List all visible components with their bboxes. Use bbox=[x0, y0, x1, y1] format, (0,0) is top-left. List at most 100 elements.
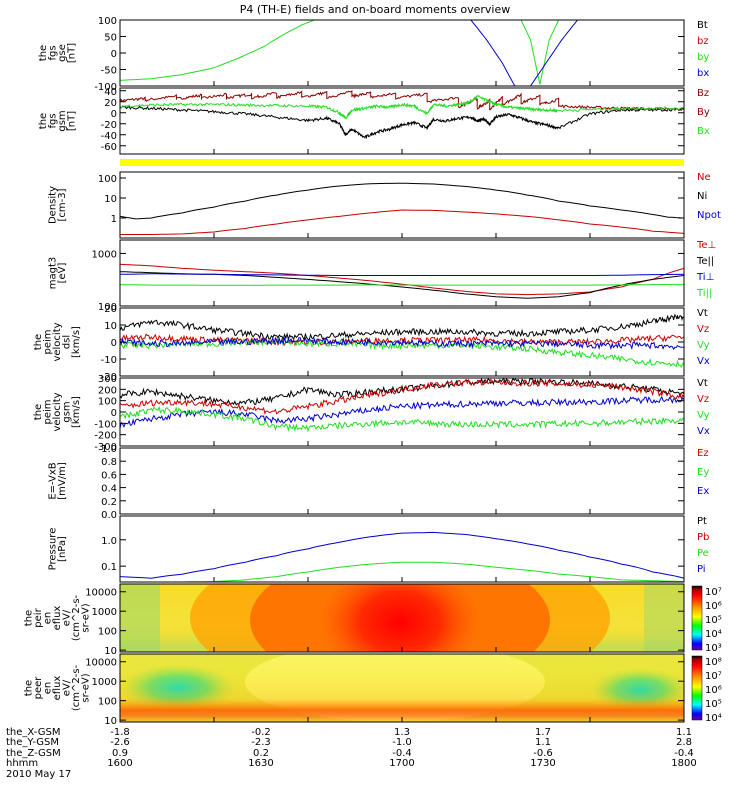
panel-frame bbox=[119, 239, 685, 307]
ephemeris-label: the_Z-GSM bbox=[6, 748, 61, 759]
y-axis-label: the bbox=[24, 610, 35, 626]
series-group-fgs-gse bbox=[120, 20, 578, 86]
y-tick-label: 1 bbox=[111, 214, 117, 225]
y-axis-label: en bbox=[43, 682, 54, 695]
ephemeris-value: -2.6 bbox=[110, 737, 130, 748]
ephemeris-value: -0.6 bbox=[533, 748, 553, 759]
colorbar-tick-label: 10⁶ bbox=[705, 685, 722, 696]
y-tick-label: 300 bbox=[98, 374, 117, 385]
ephemeris-value: 2.8 bbox=[676, 737, 692, 748]
y-axis-label: the bbox=[33, 334, 44, 350]
series-line bbox=[120, 378, 684, 406]
legend-entry: Ez bbox=[697, 448, 709, 459]
y-tick-label: 50 bbox=[104, 33, 117, 44]
series-group-density bbox=[120, 182, 684, 235]
y-tick-label: -20 bbox=[101, 120, 117, 131]
date-label: 2010 May 17 bbox=[6, 769, 71, 780]
ephemeris-value: 0.2 bbox=[253, 748, 269, 759]
y-tick-label: 100 bbox=[98, 302, 117, 313]
series-group-peim-dsl bbox=[120, 313, 684, 369]
series-line bbox=[120, 405, 684, 433]
panel-frame bbox=[119, 447, 685, 515]
legend-entry: Ni bbox=[697, 191, 707, 202]
y-axis-label: (cm^2-s- bbox=[71, 594, 82, 641]
panel-pressure: 1.0 0.1 Pressure[nPa] Pt Pb Pe Pi bbox=[47, 515, 709, 583]
y-axis-label: [km/s] bbox=[71, 326, 82, 358]
legend-entry: Vx bbox=[697, 426, 710, 437]
y-tick-label: 0.4 bbox=[101, 484, 117, 495]
y-tick-label: 100 bbox=[98, 16, 117, 27]
series-line bbox=[120, 336, 684, 351]
y-axis-label: peim bbox=[43, 329, 54, 354]
series-line bbox=[120, 263, 684, 296]
y-tick-label: 0 bbox=[111, 49, 117, 60]
y-tick-label: 20 bbox=[104, 304, 117, 315]
y-tick-label: 100 bbox=[98, 697, 117, 708]
series-line bbox=[120, 20, 315, 81]
panel-density: 100 10 1 Density[cm-3] Ne Ni Npot bbox=[47, 171, 721, 239]
y-axis-label: gsm bbox=[57, 110, 68, 131]
panel-efield: 1.0 0.8 0.6 0.4 0.2 0.0 E=-VxB[mV/m] Ez Ey Ex bbox=[47, 444, 709, 521]
y-tick-label: 100 bbox=[98, 397, 117, 408]
y-tick-label: 0.1 bbox=[101, 562, 117, 573]
ephemeris-value: -0.4 bbox=[674, 748, 694, 759]
y-tick-label: 100 bbox=[98, 627, 117, 638]
y-tick-label: -100 bbox=[94, 82, 117, 93]
colorbar-tick-label: 10⁵ bbox=[705, 699, 722, 710]
series-group-peim-gsm bbox=[120, 378, 684, 433]
ephemeris-label: the_X-GSM bbox=[6, 727, 60, 738]
series-line bbox=[120, 105, 684, 140]
legend-entry: Te|| bbox=[696, 256, 714, 267]
series-line bbox=[520, 20, 560, 85]
y-axis-label: [nPa] bbox=[57, 536, 68, 562]
legend-entry: Vt bbox=[697, 378, 708, 389]
series-line bbox=[120, 209, 684, 235]
legend-entry: Vz bbox=[697, 324, 709, 335]
spectrogram-left-edge bbox=[120, 584, 160, 652]
y-axis-label: eflux bbox=[52, 606, 63, 631]
y-tick-label: 20 bbox=[104, 98, 117, 109]
legend-entry: Pt bbox=[697, 516, 707, 527]
y-tick-label: 200 bbox=[98, 385, 117, 396]
y-tick-label: -40 bbox=[101, 131, 117, 142]
ephemeris-value: -0.4 bbox=[392, 748, 412, 759]
legend-entry: Pe bbox=[697, 548, 709, 559]
spectrogram-peer-spectrogram bbox=[120, 654, 684, 722]
ephemeris-value: -1.0 bbox=[392, 737, 412, 748]
legend-entry: Vt bbox=[697, 308, 708, 319]
series-line bbox=[120, 182, 684, 220]
y-axis-label: the bbox=[38, 45, 49, 61]
colorbar bbox=[691, 585, 703, 651]
ephemeris-value: 1700 bbox=[389, 758, 414, 769]
legend-entry: Bz bbox=[697, 88, 709, 99]
y-tick-label: 0.0 bbox=[101, 510, 117, 521]
ephemeris-value: 1.1 bbox=[676, 727, 692, 738]
ephemeris-value: 1630 bbox=[248, 758, 273, 769]
colorbar-tick-label: 10³ bbox=[705, 643, 722, 654]
y-axis-label: dsl bbox=[62, 335, 73, 349]
legend-entry: Vx bbox=[697, 356, 710, 367]
panel-frame bbox=[119, 515, 685, 583]
panel-peir-spectrogram: 10000 1000 100 10 thepeirenefluxeV/(cm^2-s-s… bbox=[24, 583, 722, 657]
panel-frame bbox=[119, 87, 685, 155]
y-tick-label: 1000 bbox=[92, 249, 117, 260]
legend-entry: Ti⊥ bbox=[696, 272, 714, 283]
y-axis-label: (cm^2-s- bbox=[71, 664, 82, 711]
y-tick-label: 10 bbox=[104, 321, 117, 332]
y-tick-label: 1000 bbox=[92, 607, 117, 618]
legend-entry: Npot bbox=[697, 210, 721, 221]
y-axis-label: fgs bbox=[47, 45, 58, 60]
y-axis-label: eflux bbox=[52, 676, 63, 701]
spectrogram-right-edge bbox=[644, 584, 684, 652]
colorbar-tick-label: 10⁶ bbox=[705, 601, 722, 612]
y-axis-label: the bbox=[24, 680, 35, 696]
ephemeris-value: -1.8 bbox=[110, 727, 130, 738]
colorbar bbox=[691, 655, 703, 721]
y-tick-label: -20 bbox=[101, 372, 117, 383]
y-axis-label: the bbox=[33, 404, 44, 420]
y-axis-label: Pressure bbox=[47, 528, 58, 571]
